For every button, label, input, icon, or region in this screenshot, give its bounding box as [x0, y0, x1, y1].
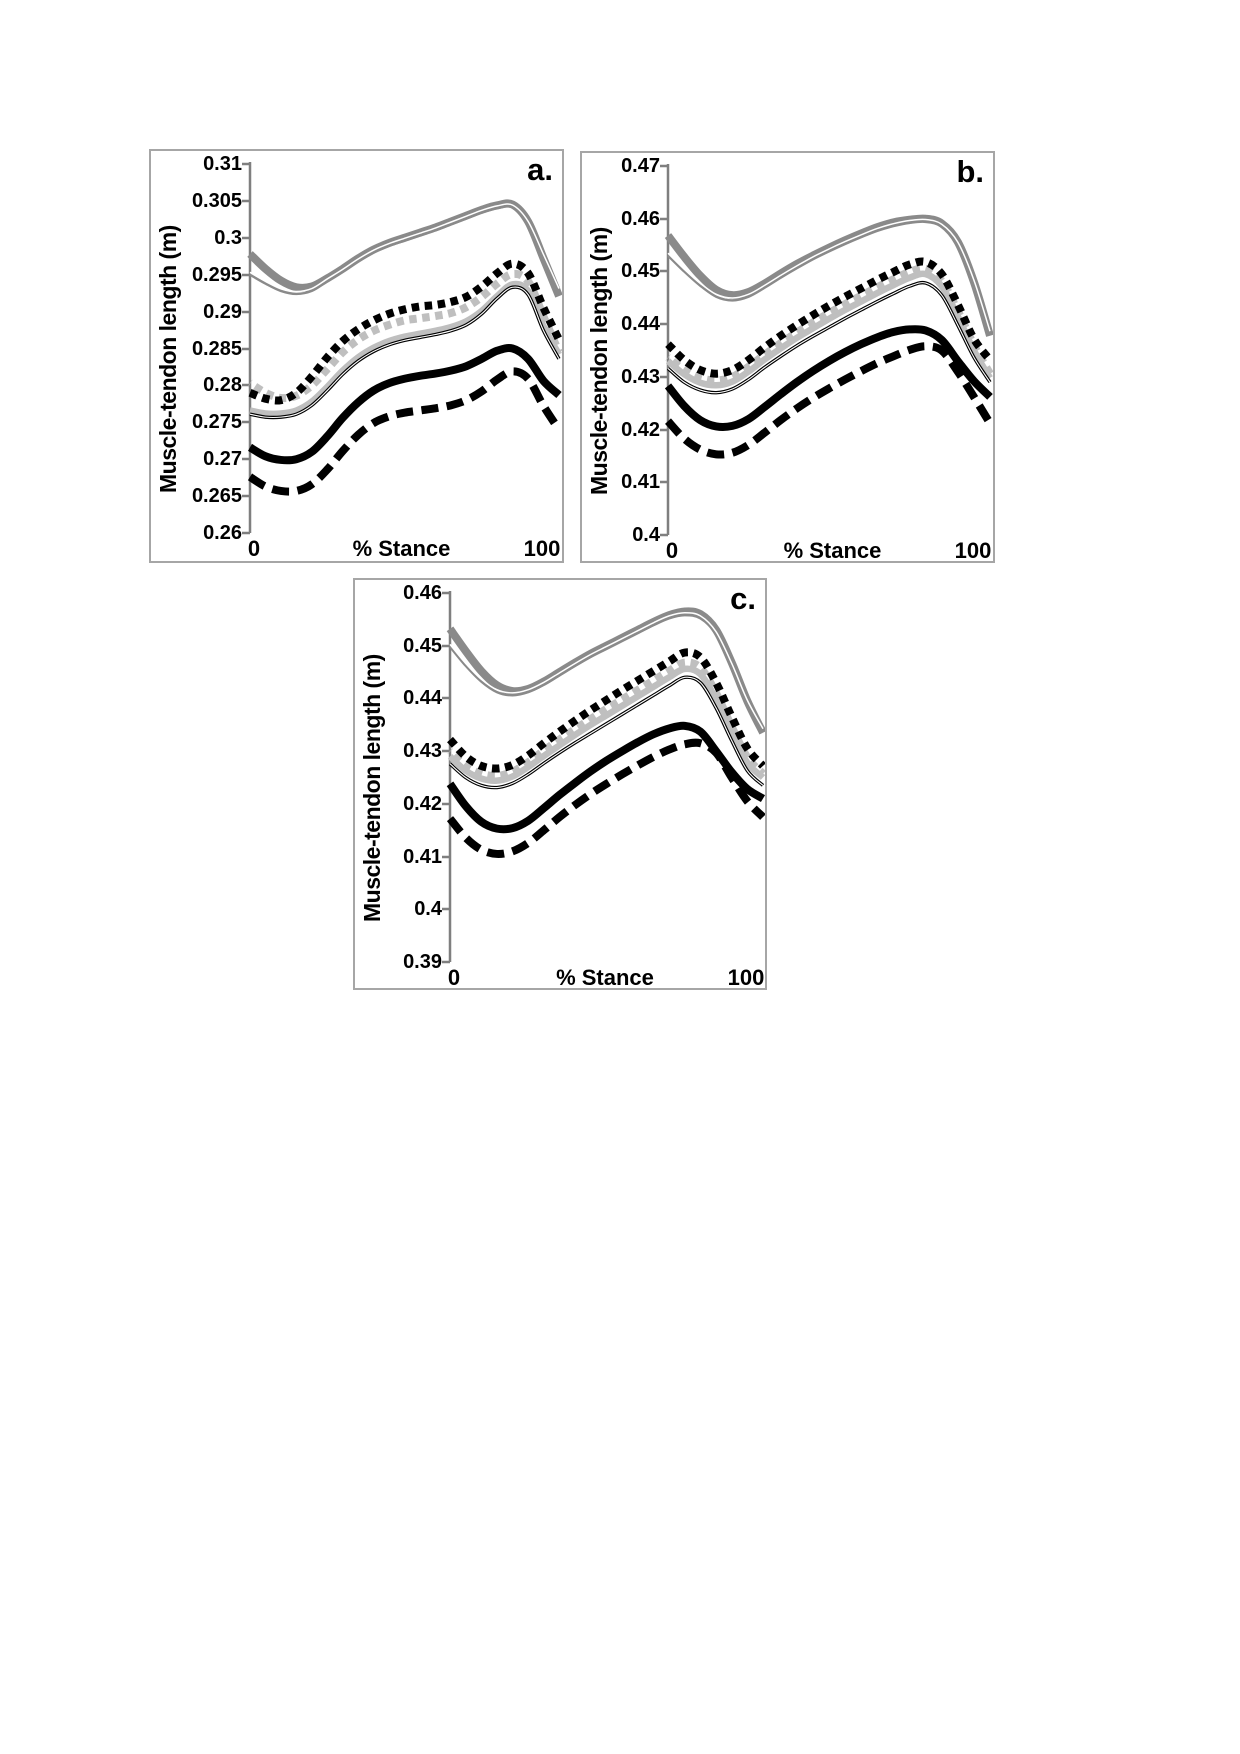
- y-tick-label: 0.46: [403, 582, 442, 604]
- series-light-gray-solid: [447, 665, 765, 784]
- y-tick-label: 0.285: [191, 337, 242, 360]
- x-tick-0: 0: [247, 536, 261, 561]
- x-tick-100: 100: [523, 536, 561, 561]
- panel-c: 0.39 0.4 0.41 0.42 0.43 0.44 0.45 0.46 Muscle-t…: [353, 578, 767, 990]
- series-black-thick-dashed: [665, 342, 993, 459]
- y-tick-label: 0.31: [203, 153, 242, 175]
- panel-b: 0.4 0.41 0.42 0.43 0.44 0.45 0.46 0.47 Muscle-t…: [580, 151, 995, 563]
- y-tick-label: 0.295: [191, 263, 242, 286]
- y-tick-label: 0.275: [191, 411, 242, 434]
- series-black-dotted: [248, 259, 562, 405]
- x-axis-title: % Stance: [556, 965, 654, 990]
- series-light-gray-solid: [249, 280, 562, 418]
- y-tick-label: 0.47: [621, 155, 660, 177]
- y-axis: [442, 591, 452, 964]
- y-axis-title: Muscle-tendon length (m): [155, 225, 181, 493]
- y-tick-label: 0.45: [403, 634, 442, 657]
- y-tick-label: 0.41: [403, 845, 442, 868]
- y-tick-label: 0.44: [403, 687, 442, 710]
- y-tick-label: 0.44: [621, 313, 660, 336]
- y-axis: [660, 164, 670, 537]
- y-tick-label: 0.42: [403, 792, 442, 815]
- x-tick-0: 0: [447, 965, 461, 990]
- series-black-dotted: [447, 648, 765, 773]
- x-tick-100: 100: [954, 538, 992, 563]
- y-tick-label: 0.305: [191, 189, 242, 212]
- series-light-gray-dotted: [447, 658, 765, 780]
- y-tick-label: 0.26: [203, 522, 242, 544]
- panel-letter-b: b.: [956, 154, 984, 189]
- y-tick-label: 0.3: [214, 226, 242, 249]
- x-tick-100: 100: [727, 965, 765, 990]
- chart-c-curves: [442, 591, 765, 964]
- y-tick-labels: 0.26 0.265 0.27 0.275 0.28 0.285 0.29 0.295 0.3 0…: [151, 151, 242, 561]
- panel-letter-a: a.: [527, 152, 553, 187]
- y-tick-label: 0.41: [621, 471, 660, 494]
- x-axis-title: % Stance: [783, 538, 882, 563]
- y-tick-label: 0.45: [621, 260, 660, 283]
- y-axis-title: Muscle-tendon length (m): [359, 654, 385, 922]
- chart-b-curves: [660, 164, 993, 537]
- series-black-thin-solid-inner-highlight: [449, 676, 764, 789]
- y-tick-label: 0.4: [632, 524, 660, 546]
- panel-letter-c: c.: [730, 581, 756, 616]
- series-black-thick-solid: [247, 344, 562, 465]
- chart-a-curves: [242, 162, 562, 535]
- y-tick-label: 0.39: [403, 951, 442, 973]
- series-black-thin-solid-inner-highlight: [249, 286, 560, 419]
- y-tick-label: 0.27: [203, 448, 242, 471]
- y-tick-label: 0.29: [203, 300, 242, 323]
- series-black-thick-dashed: [247, 367, 562, 496]
- y-axis: [242, 162, 252, 535]
- panel-a: 0.26 0.265 0.27 0.275 0.28 0.285 0.29 0.295 0.3 0…: [149, 149, 564, 563]
- y-tick-labels: 0.39 0.4 0.41 0.42 0.43 0.44 0.45 0.46: [355, 580, 442, 988]
- y-tick-label: 0.4: [414, 898, 442, 921]
- x-axis-title: % Stance: [352, 536, 451, 561]
- y-tick-labels: 0.4 0.41 0.42 0.43 0.44 0.45 0.46 0.47: [582, 153, 660, 561]
- y-tick-label: 0.43: [621, 365, 660, 388]
- series-thin-gray-solid: [249, 205, 561, 296]
- series-black-thick-dashed: [446, 738, 765, 858]
- series-thin-gray-solid-inner-highlight: [449, 611, 764, 730]
- series-light-gray-dotted: [665, 264, 993, 385]
- series-black-thick-solid: [664, 325, 993, 431]
- series-thin-gray-solid: [667, 220, 992, 334]
- y-tick-label: 0.265: [191, 485, 242, 508]
- series-light-gray-dotted: [247, 269, 562, 403]
- series-thick-gray-solid: [664, 214, 993, 337]
- series-thin-gray-solid: [449, 613, 765, 732]
- series-thin-gray-solid-inner-highlight: [249, 203, 560, 293]
- y-tick-label: 0.28: [203, 374, 242, 397]
- x-tick-0: 0: [665, 538, 679, 563]
- y-tick-label: 0.42: [621, 418, 660, 441]
- y-axis-title: Muscle-tendon length (m): [586, 227, 612, 495]
- series-black-thin-solid-inner-highlight: [667, 282, 991, 394]
- y-tick-label: 0.43: [403, 740, 442, 763]
- y-tick-label: 0.46: [621, 207, 660, 230]
- series-thin-gray-solid-inner-highlight: [667, 218, 991, 332]
